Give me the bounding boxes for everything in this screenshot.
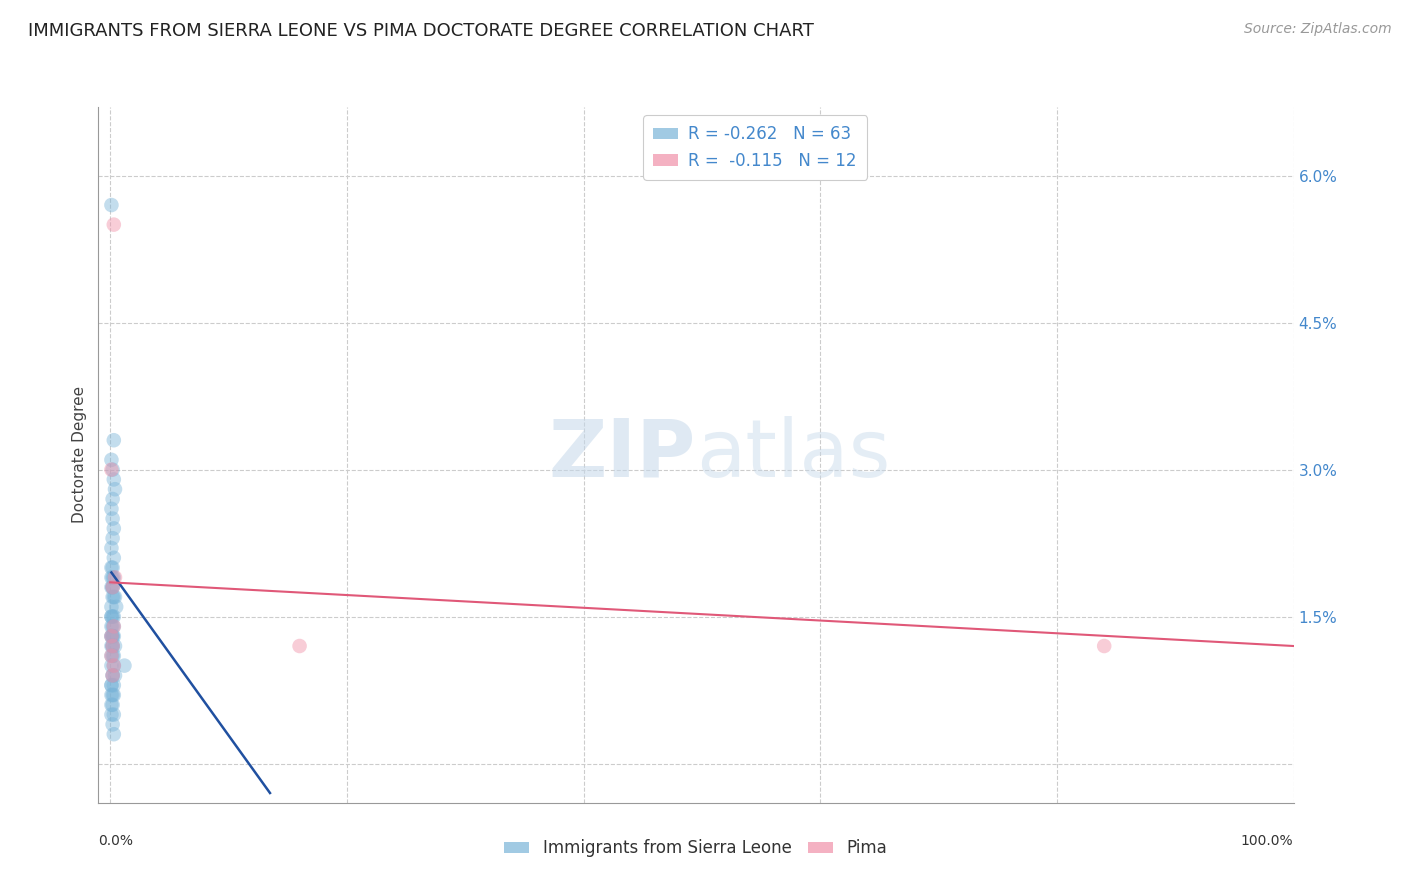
Point	[104, 482, 127, 496]
Point	[101, 580, 124, 594]
Point	[100, 707, 122, 722]
Point	[288, 639, 311, 653]
Point	[104, 570, 127, 584]
Point	[103, 434, 125, 448]
Text: atlas: atlas	[696, 416, 890, 494]
Point	[101, 570, 124, 584]
Point	[103, 678, 125, 692]
Point	[100, 452, 122, 467]
Point	[100, 648, 122, 663]
Point	[114, 658, 136, 673]
Point	[101, 639, 124, 653]
Point	[101, 560, 124, 574]
Point	[101, 698, 124, 712]
Point	[103, 619, 125, 633]
Point	[100, 462, 122, 476]
Point	[101, 639, 124, 653]
Y-axis label: Doctorate Degree: Doctorate Degree	[72, 386, 87, 524]
Point	[101, 590, 124, 604]
Point	[103, 707, 125, 722]
Point	[100, 501, 122, 516]
Point	[100, 629, 122, 643]
Text: IMMIGRANTS FROM SIERRA LEONE VS PIMA DOCTORATE DEGREE CORRELATION CHART: IMMIGRANTS FROM SIERRA LEONE VS PIMA DOC…	[28, 22, 814, 40]
Point	[100, 688, 122, 702]
Point	[101, 688, 124, 702]
Point	[1092, 639, 1115, 653]
Point	[100, 609, 122, 624]
Point	[103, 550, 125, 565]
Point	[101, 491, 124, 506]
Text: 100.0%: 100.0%	[1241, 834, 1294, 848]
Point	[101, 462, 124, 476]
Point	[101, 609, 124, 624]
Point	[103, 590, 125, 604]
Point	[103, 648, 125, 663]
Point	[101, 668, 124, 682]
Point	[101, 580, 124, 594]
Point	[103, 629, 125, 643]
Point	[101, 619, 124, 633]
Point	[104, 668, 127, 682]
Point	[101, 639, 124, 653]
Point	[101, 511, 124, 525]
Point	[103, 472, 125, 486]
Point	[100, 580, 122, 594]
Point	[103, 619, 125, 633]
Point	[100, 609, 122, 624]
Point	[103, 658, 125, 673]
Legend: Immigrants from Sierra Leone, Pima: Immigrants from Sierra Leone, Pima	[498, 833, 894, 864]
Point	[100, 698, 122, 712]
Text: ZIP: ZIP	[548, 416, 696, 494]
Point	[100, 570, 122, 584]
Point	[103, 609, 125, 624]
Point	[100, 629, 122, 643]
Point	[103, 570, 125, 584]
Point	[101, 717, 124, 731]
Point	[101, 531, 124, 545]
Point	[100, 648, 122, 663]
Point	[100, 629, 122, 643]
Point	[100, 599, 122, 614]
Point	[100, 678, 122, 692]
Point	[100, 658, 122, 673]
Point	[103, 521, 125, 535]
Text: Source: ZipAtlas.com: Source: ZipAtlas.com	[1244, 22, 1392, 37]
Point	[101, 629, 124, 643]
Point	[100, 541, 122, 555]
Point	[103, 688, 125, 702]
Point	[101, 668, 124, 682]
Point	[103, 658, 125, 673]
Text: 0.0%: 0.0%	[98, 834, 134, 848]
Point	[101, 629, 124, 643]
Point	[100, 560, 122, 574]
Point	[103, 727, 125, 741]
Point	[101, 668, 124, 682]
Point	[103, 218, 125, 232]
Point	[101, 648, 124, 663]
Point	[104, 639, 127, 653]
Point	[105, 599, 128, 614]
Point	[101, 580, 124, 594]
Point	[100, 619, 122, 633]
Point	[104, 590, 127, 604]
Point	[100, 639, 122, 653]
Point	[100, 198, 122, 212]
Point	[100, 678, 122, 692]
